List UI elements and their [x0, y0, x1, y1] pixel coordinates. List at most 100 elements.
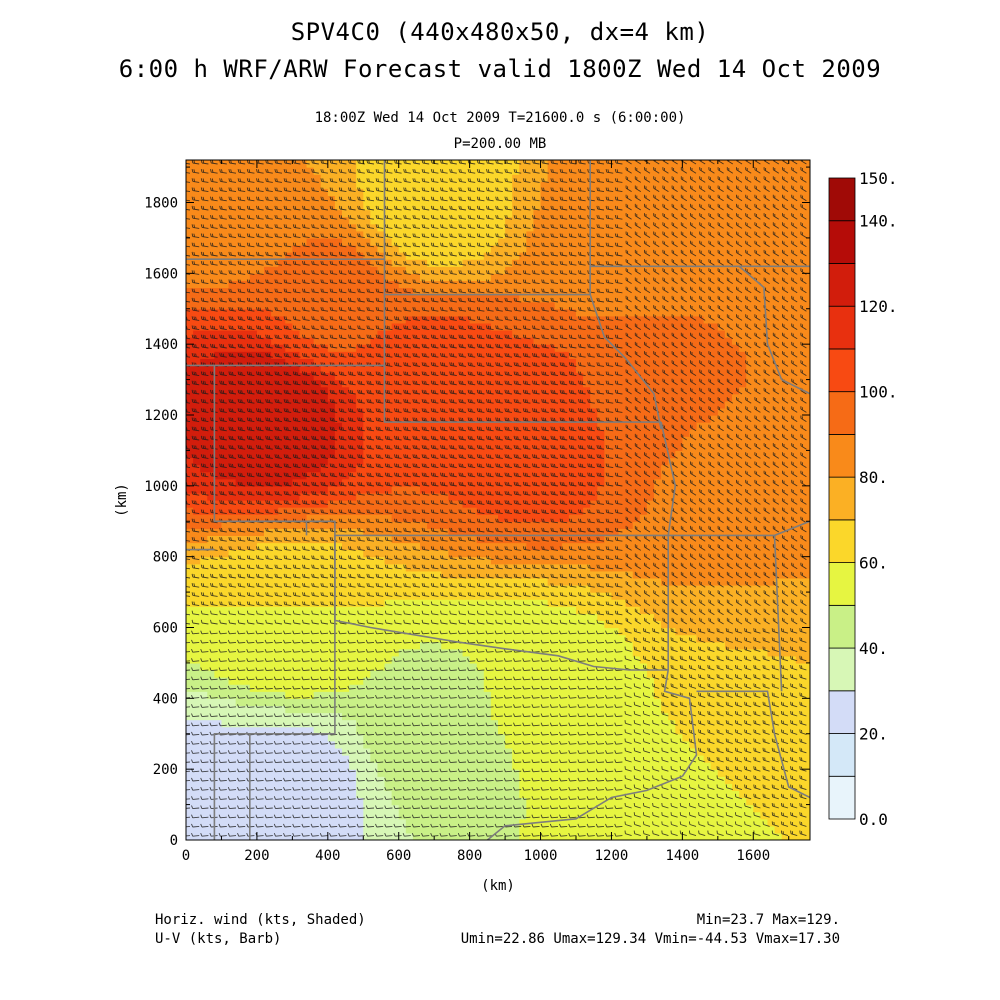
field-cell	[476, 634, 485, 643]
field-cell	[391, 464, 400, 473]
field-cell	[561, 811, 570, 820]
field-cell	[682, 698, 691, 707]
field-cell	[732, 535, 740, 544]
field-cell	[625, 500, 634, 508]
field-cell	[448, 485, 457, 494]
field-cell	[583, 471, 591, 480]
field-cell	[561, 655, 570, 664]
field-cell	[228, 535, 237, 544]
field-cell	[625, 677, 634, 685]
field-cell	[802, 641, 810, 650]
field-cell	[363, 620, 371, 629]
field-cell	[448, 670, 457, 678]
field-cell	[320, 684, 329, 692]
field-cell	[434, 755, 442, 763]
field-cell	[207, 492, 215, 501]
field-cell	[746, 549, 754, 558]
field-cell	[682, 648, 691, 657]
field-cell	[235, 747, 244, 756]
field-cell	[732, 797, 740, 806]
field-cell	[512, 698, 520, 707]
field-cell	[739, 662, 747, 671]
field-cell	[299, 627, 308, 636]
field-cell	[540, 747, 549, 756]
field-cell	[533, 620, 542, 629]
field-cell	[207, 606, 215, 614]
field-cell	[228, 627, 237, 636]
field-cell	[356, 677, 364, 685]
field-cell	[661, 719, 669, 728]
field-cell	[611, 521, 620, 529]
field-cell	[384, 818, 393, 827]
field-cell	[583, 726, 591, 735]
field-cell	[462, 762, 471, 770]
field-cell	[271, 769, 279, 777]
field-cell	[278, 606, 286, 614]
field-cell	[498, 492, 506, 501]
field-cell	[781, 719, 790, 728]
field-cell	[412, 450, 421, 459]
field-cell	[391, 592, 400, 600]
field-cell	[788, 606, 797, 614]
field-cell	[526, 641, 535, 650]
field-cell	[682, 606, 691, 614]
field-cell	[370, 542, 379, 551]
field-cell	[774, 471, 783, 480]
field-cell	[675, 570, 683, 579]
field-cell	[384, 726, 393, 735]
field-cell	[654, 811, 662, 820]
field-cell	[285, 464, 293, 473]
field-cell	[682, 712, 691, 721]
field-cell	[193, 655, 201, 664]
field-cell	[505, 464, 513, 473]
field-cell	[249, 783, 258, 792]
field-cell	[412, 655, 421, 664]
field-cell	[583, 790, 591, 799]
field-cell	[349, 655, 357, 664]
field-cell	[462, 471, 471, 480]
field-cell	[675, 641, 683, 650]
field-cell	[746, 514, 754, 522]
field-cell	[498, 507, 506, 515]
field-cell	[370, 592, 379, 600]
field-cell	[448, 620, 457, 629]
field-cell	[724, 712, 733, 721]
field-cell	[313, 457, 322, 466]
field-cell	[306, 705, 315, 714]
field-cell	[739, 606, 747, 614]
field-cell	[320, 762, 329, 770]
field-cell	[264, 698, 272, 707]
field-cell	[200, 811, 208, 820]
field-cell	[583, 556, 591, 565]
field-cell	[682, 804, 691, 813]
field-cell	[654, 705, 662, 714]
field-cell	[462, 542, 471, 551]
field-cell	[675, 804, 683, 813]
field-cell	[200, 514, 208, 522]
field-cell	[675, 521, 683, 529]
field-cell	[398, 436, 407, 444]
field-cell	[710, 662, 719, 671]
field-cell	[193, 747, 201, 756]
field-cell	[221, 464, 230, 473]
field-cell	[327, 521, 336, 529]
field-cell	[292, 691, 301, 699]
field-cell	[377, 577, 386, 586]
field-cell	[675, 613, 683, 622]
field-cell	[420, 662, 428, 671]
field-cell	[356, 705, 364, 714]
field-cell	[476, 563, 485, 572]
field-cell	[675, 599, 683, 607]
field-cell	[285, 747, 293, 756]
field-cell	[200, 492, 208, 501]
field-cell	[689, 641, 698, 650]
field-cell	[242, 726, 251, 735]
field-cell	[469, 627, 478, 636]
field-cell	[689, 514, 698, 522]
field-cell	[795, 563, 804, 572]
field-cell	[221, 577, 230, 586]
field-cell	[313, 719, 322, 728]
field-cell	[285, 755, 293, 763]
field-cell	[235, 677, 244, 685]
field-cell	[228, 740, 237, 749]
